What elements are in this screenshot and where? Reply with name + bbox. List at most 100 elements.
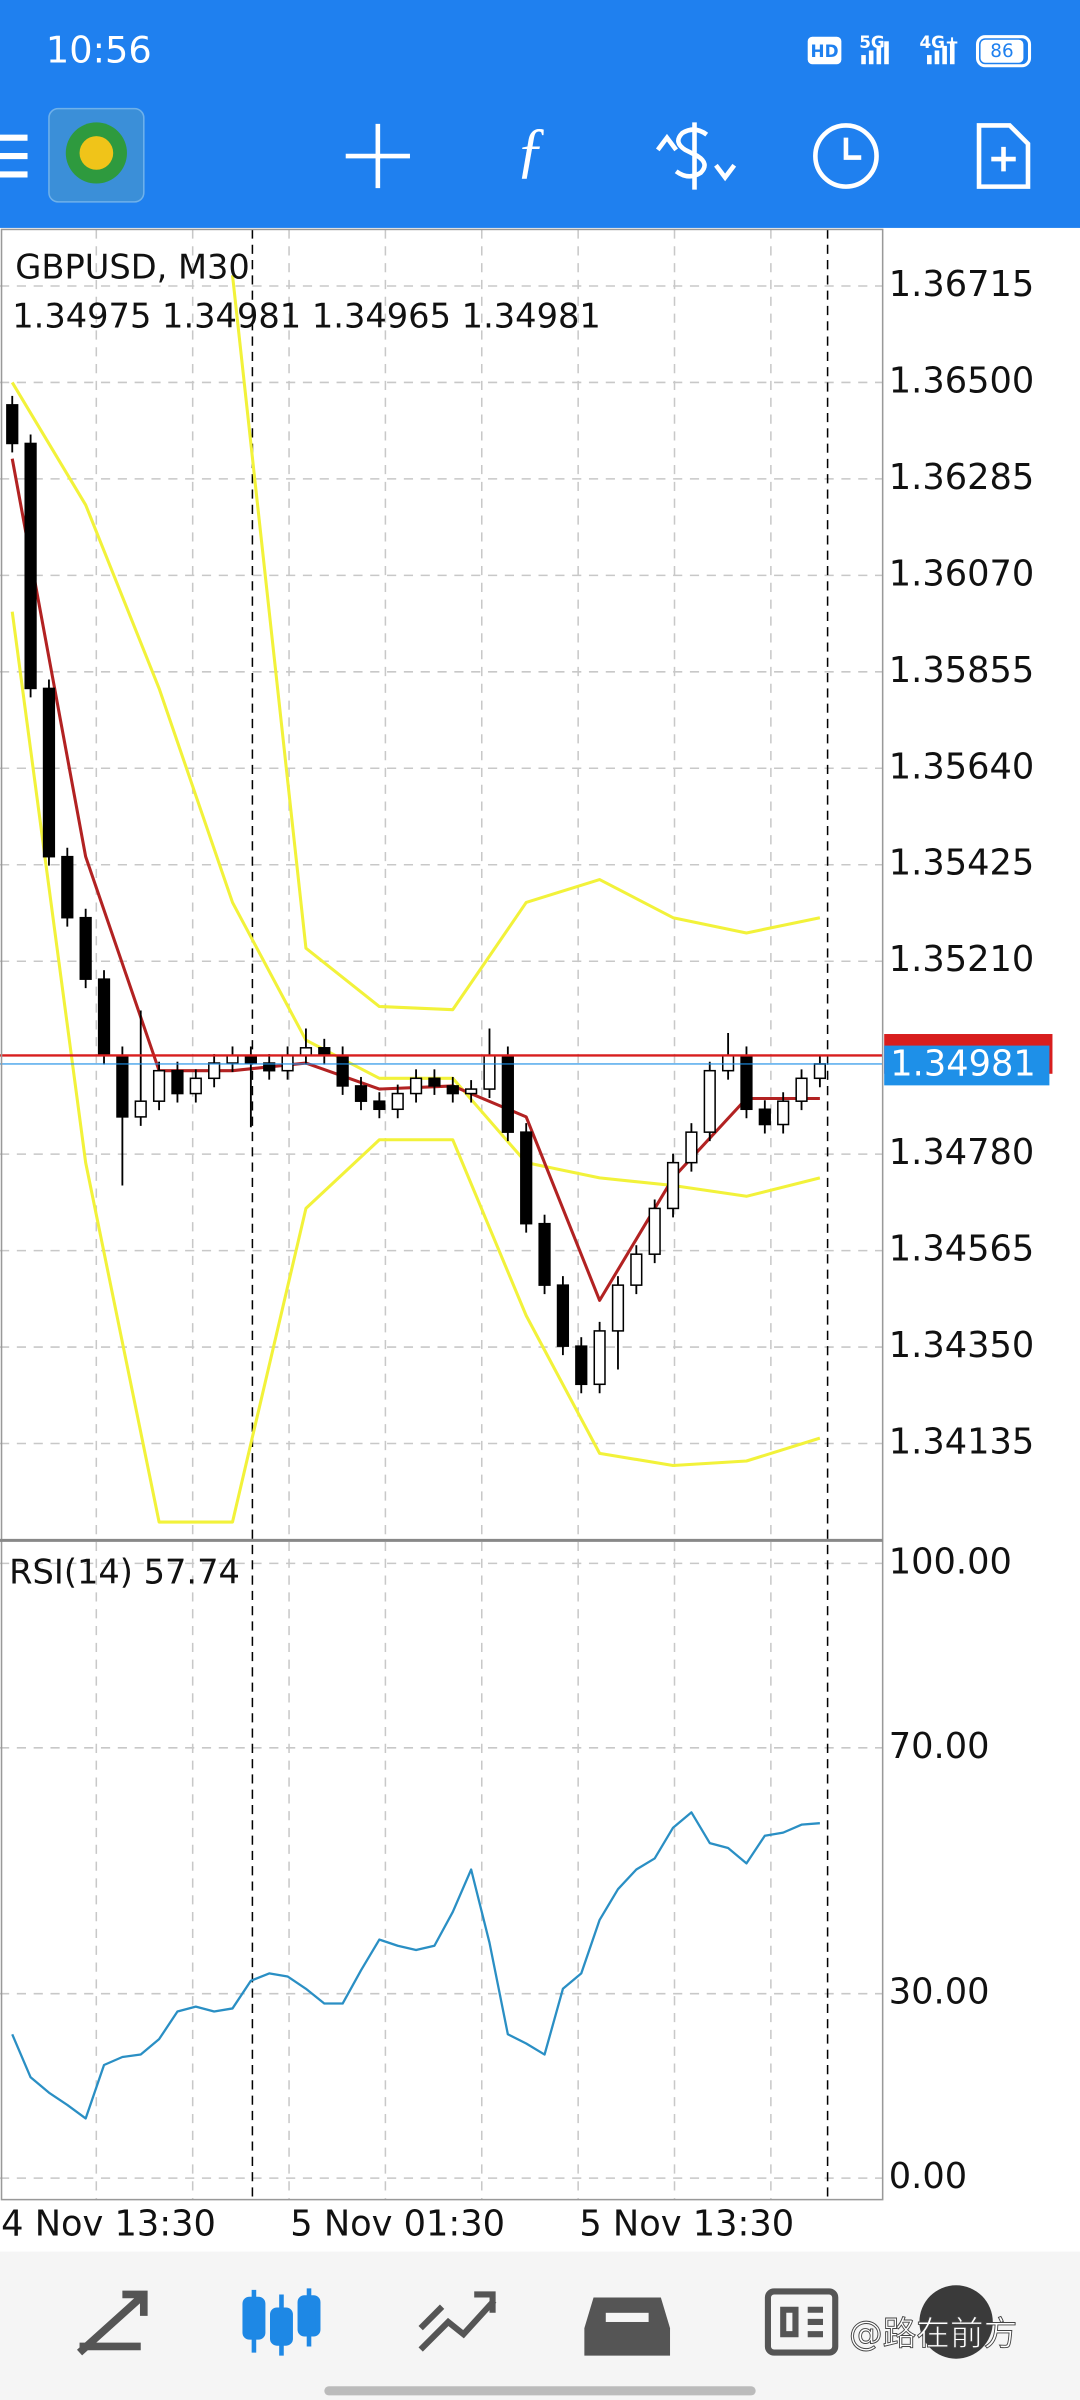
y-tick-label: 1.34780 [889,1132,1034,1173]
battery [975,35,1032,68]
candle-body [171,1069,184,1095]
nav-quotes[interactable] [76,2290,148,2356]
nav-trade[interactable] [418,2291,497,2352]
y-tick-label: 0.00 [889,2156,967,2197]
signal-bar [868,50,874,65]
candle-body [795,1077,808,1102]
candle-body [611,1284,625,1332]
nav-avatar[interactable] [919,2285,993,2359]
candle-body [409,1077,423,1095]
candle-body [446,1085,459,1095]
y-tick-label: 30.00 [889,1972,990,2013]
bid-label: 1.34981 [890,1043,1035,1084]
menu-button[interactable] [0,134,28,178]
signal-bar [861,55,866,65]
candle-body [134,1100,147,1118]
axes-layer: 4 Nov 13:30 5 Nov 01:30 5 Nov 13:30 1.36715… [1,264,1053,2245]
candle-body [666,1161,680,1210]
grid-layer [0,229,883,2200]
period-button[interactable] [813,123,879,189]
rsi-plot [11,1811,820,2120]
watermark: @路在前方 [849,2314,1017,2353]
chart-frame [0,228,884,2201]
trade-button[interactable] [655,122,737,190]
candle-body [777,1100,790,1126]
y-tick-label: 1.34565 [889,1229,1034,1270]
candle-body [61,855,74,919]
candle-body [758,1108,771,1126]
gesture-bar [324,2386,756,2396]
candle-body [42,687,56,858]
nav-chart[interactable] [242,2288,321,2356]
candle-body [703,1069,716,1133]
candle-body [189,1077,202,1095]
y-tick-label: 1.34135 [889,1422,1034,1463]
indicator-line [10,611,821,1524]
app-logo[interactable] [48,107,145,203]
y-tick-label: 1.35640 [889,746,1034,787]
new-order-button[interactable] [976,123,1031,189]
hd-text: HD [811,41,839,61]
y-tick-label: 100.00 [889,1541,1012,1582]
nav-history[interactable] [584,2297,671,2356]
candle-body [6,404,19,445]
candle-body [556,1284,570,1347]
y-tick-label: 1.34350 [889,1325,1034,1366]
indicator-line [10,458,820,1302]
signal-bar [876,45,882,65]
candle-body [152,1069,166,1102]
battery-text: 86 [990,41,1013,62]
y-tick-label: 1.35210 [889,939,1034,980]
signal-bar [927,55,932,65]
candle-body [648,1207,661,1255]
candle-body [336,1054,349,1087]
hd-badge [807,36,842,65]
y-tick-label: 1.35425 [889,843,1034,884]
top-bar [0,0,1080,228]
candle-body [391,1092,404,1111]
candle-body [263,1062,276,1072]
candle-body [79,916,92,980]
x-tick-label: 5 Nov 13:30 [579,2204,794,2245]
price-plot [0,275,883,1524]
indicator-line [230,275,821,1012]
candle-body [428,1077,441,1087]
y-tick-label: 1.36715 [889,264,1034,305]
indicators-button[interactable]: ƒ [516,116,547,184]
candle-body [501,1054,514,1133]
candle-body [281,1054,294,1072]
candle-body [630,1253,643,1286]
candle-body [813,1063,827,1080]
bid-label-box [884,1045,1050,1086]
candle-body [97,978,111,1057]
candle-body [208,1062,221,1080]
rsi-line [11,1811,820,2120]
bottom-nav [0,2251,1080,2400]
candle-body [520,1131,533,1225]
signal-bar [942,45,947,65]
battery-level [980,39,1024,63]
candle-body [575,1345,588,1386]
candle-body [538,1222,551,1286]
y-tick-label: 70.00 [889,1726,990,1767]
y-tick-label: 1.36070 [889,553,1034,594]
candle-body [685,1131,698,1164]
candle-body [721,1054,735,1072]
status-icons: HD 5G 4G+ 86 [807,32,1032,68]
candle-body [24,442,37,690]
signal-bar [949,41,955,65]
y-tick-label: 1.35855 [889,650,1034,691]
candle-body [465,1088,478,1095]
status-time: 10:56 [46,29,152,72]
y-tick-label: 1.36500 [889,360,1034,401]
x-tick-label: 4 Nov 13:30 [1,2204,216,2245]
crosshair-button[interactable] [345,123,410,189]
signal-bar [934,50,940,65]
x-tick-label: 5 Nov 01:30 [290,2204,505,2245]
y-tick-label: 1.36285 [889,457,1034,498]
network-4g: 4G+ [919,32,959,52]
nav-news[interactable] [764,2288,839,2356]
ohlc-text: 1.34975 1.34981 1.34965 1.34981 [12,297,601,336]
